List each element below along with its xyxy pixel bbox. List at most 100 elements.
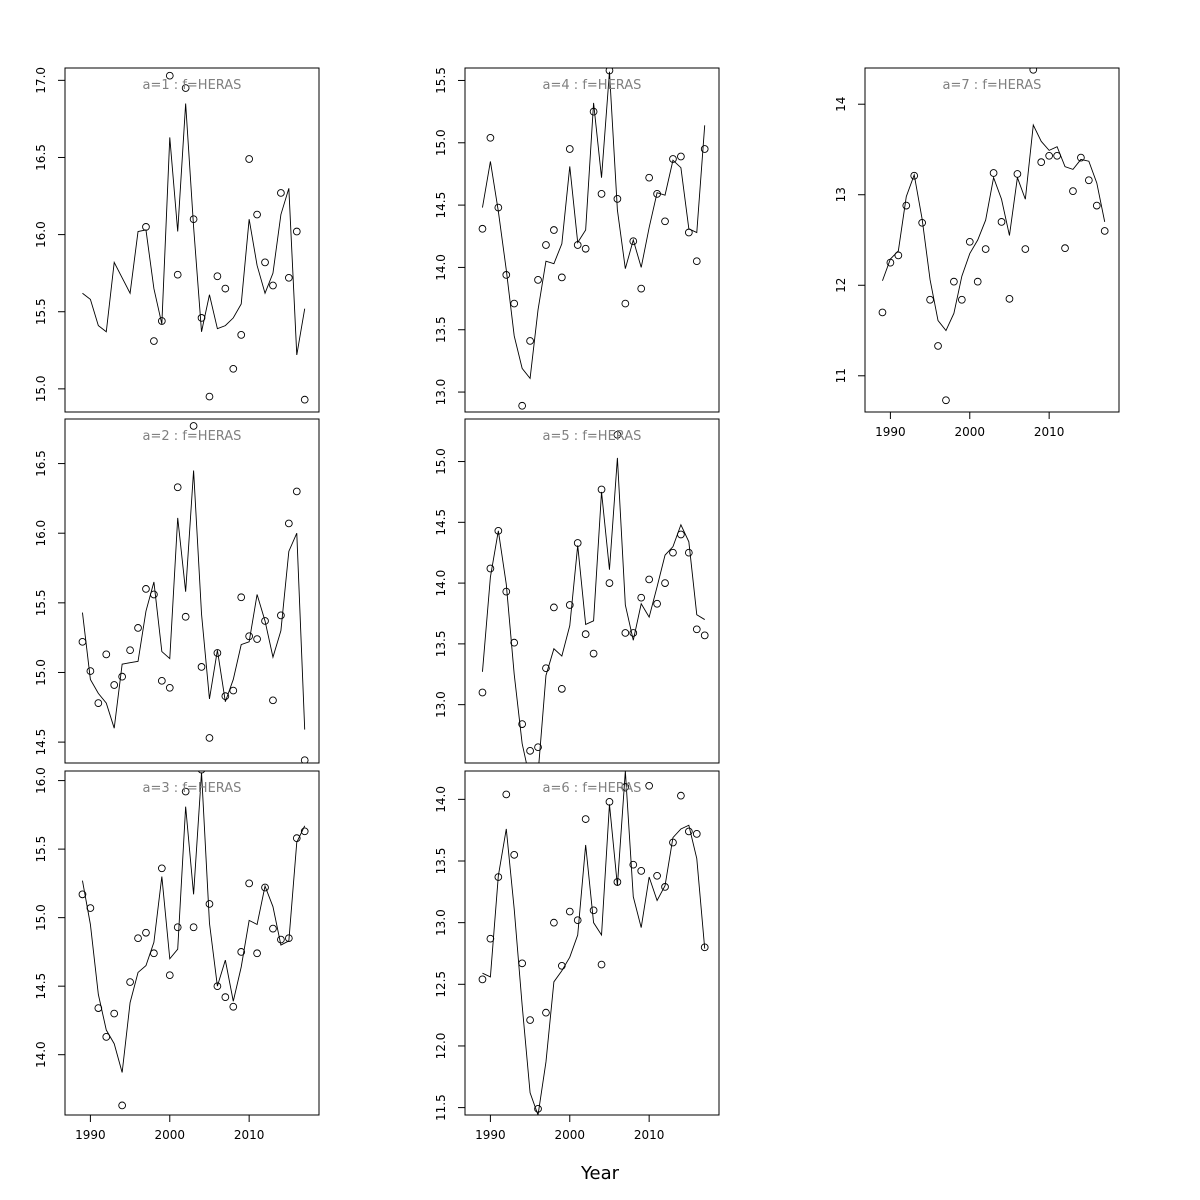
panel-7-point xyxy=(997,218,1006,226)
panel-7-point xyxy=(957,295,966,304)
x-axis-title: Year xyxy=(580,1163,620,1184)
panel-3-point xyxy=(110,1009,119,1018)
panel-2-point xyxy=(126,646,134,655)
panel-3-point xyxy=(221,993,230,1001)
panel-1-point xyxy=(277,189,285,197)
panel-2-fitted-line xyxy=(82,470,306,730)
panel-3-point xyxy=(126,978,134,986)
panel-3-point xyxy=(245,879,254,888)
panel-2-ytick-label: 15.0 xyxy=(34,659,48,686)
panel-4-point xyxy=(597,190,606,198)
panel-7-point xyxy=(1061,244,1069,253)
panel-7-point xyxy=(910,171,919,180)
panel-4-point xyxy=(669,155,677,163)
panel-4-point xyxy=(700,145,709,153)
panel-3-ytick-label: 16.0 xyxy=(34,767,48,794)
panel-2-point xyxy=(110,681,119,689)
panel-3-point xyxy=(300,827,309,836)
panel-5-plot-area xyxy=(478,430,709,763)
panel-7-ytick-label: 13 xyxy=(834,187,848,202)
panel-3-point xyxy=(157,864,166,873)
panel-1-point xyxy=(284,273,293,282)
panel-4-point xyxy=(677,152,685,161)
panel-2-point xyxy=(284,519,293,528)
panel-7-point xyxy=(965,237,974,246)
panel-6-point xyxy=(502,790,511,799)
panel-2-point xyxy=(261,617,269,625)
panel-4-point xyxy=(557,273,566,282)
panel-2-point xyxy=(277,611,285,620)
panel-1-plot-area xyxy=(82,71,309,404)
panel-4-point xyxy=(661,217,669,226)
panel-7-xtick-label: 2000 xyxy=(955,425,986,439)
panel-6-point xyxy=(597,960,606,969)
panel-2-point xyxy=(173,483,182,492)
panel-4-point xyxy=(478,224,487,233)
panel-6-xtick-label: 2010 xyxy=(634,1128,665,1142)
panel-2-point xyxy=(253,635,261,643)
panel-3-point xyxy=(261,883,269,892)
panel-5: a=5 : f=HERAS 13.0 13.5 14.0 14.5 15.0 xyxy=(434,418,720,764)
panel-5-point xyxy=(573,539,582,547)
panel-2-point xyxy=(102,650,111,659)
panel-3-point xyxy=(102,1033,111,1041)
panels-group: a=1 : f=HERAS 15.0 15.5 16.0 16.5 17.0 a=2 : f… xyxy=(34,67,1120,1142)
panel-5-point xyxy=(613,430,622,439)
panel-6-fitted-line xyxy=(482,771,706,1115)
panel-5-ytick-label: 13.5 xyxy=(434,631,448,658)
panel-5-title: a=5 : f=HERAS xyxy=(543,429,642,444)
panel-3-ytick-label: 15.0 xyxy=(34,904,48,931)
panel-6-ytick-label: 12.0 xyxy=(434,1033,448,1060)
panel-6-point xyxy=(684,827,693,836)
panel-1-ytick-label: 15.0 xyxy=(34,376,48,403)
panel-4-point xyxy=(534,276,542,284)
panel-3-point xyxy=(205,900,214,908)
panel-4-point xyxy=(510,299,519,308)
panel-2-point xyxy=(189,422,198,430)
panel-1-point xyxy=(221,284,230,293)
panel-7-point xyxy=(1021,245,1030,253)
panel-7-point xyxy=(934,342,942,350)
panel-3-xtick-label: 2010 xyxy=(234,1128,265,1142)
panel-4-fitted-line xyxy=(482,71,706,380)
panel-1-ytick-label: 17.0 xyxy=(34,67,48,94)
panel-6-point xyxy=(637,867,646,875)
panel-7-point xyxy=(973,277,982,286)
panel-3-frame xyxy=(64,770,320,1116)
panel-5-point xyxy=(518,720,527,728)
panel-2-point xyxy=(142,585,150,593)
panel-2-point xyxy=(300,756,309,763)
panel-7-xtick-label: 2010 xyxy=(1034,425,1065,439)
panel-3-point xyxy=(78,890,87,899)
panel-7-title: a=7 : f=HERAS xyxy=(943,78,1042,93)
panel-3-point xyxy=(253,949,261,958)
panel-3-point xyxy=(284,934,293,943)
panel-5-point xyxy=(581,630,590,639)
panel-1-point xyxy=(181,84,190,92)
panel-2-frame xyxy=(64,418,320,764)
panel-1: a=1 : f=HERAS 15.0 15.5 16.0 16.5 17.0 xyxy=(34,67,320,413)
panel-5-point xyxy=(542,664,550,673)
panel-4-point xyxy=(486,133,495,142)
panel-5-ytick-label: 14.0 xyxy=(434,570,448,597)
panel-4-point xyxy=(565,145,574,153)
panel-1-point xyxy=(261,258,269,267)
panel-3-plot-area xyxy=(78,771,309,1110)
panel-6-point xyxy=(692,830,701,838)
panel-6-point xyxy=(565,907,574,916)
panel-7-frame xyxy=(864,67,1120,413)
panel-7-xtick-label: 1990 xyxy=(875,425,906,439)
panel-6-point xyxy=(518,959,527,968)
panel-7-fitted-line xyxy=(882,123,1106,332)
panel-2-ytick-label: 15.5 xyxy=(34,589,48,616)
panel-7-ytick-label: 11 xyxy=(834,368,848,383)
panel-2-point xyxy=(165,683,174,692)
panel-4-point xyxy=(645,173,654,182)
panel-4-point xyxy=(692,257,701,266)
panel-2-plot-area xyxy=(78,422,309,763)
panel-2: a=2 : f=HERAS 14.5 15.0 15.5 16.0 16.5 xyxy=(34,418,320,764)
panel-6-point xyxy=(510,850,519,859)
panel-7-point xyxy=(1005,294,1014,303)
panel-6-ytick-label: 13.0 xyxy=(434,909,448,936)
panel-6-point xyxy=(526,1016,534,1024)
